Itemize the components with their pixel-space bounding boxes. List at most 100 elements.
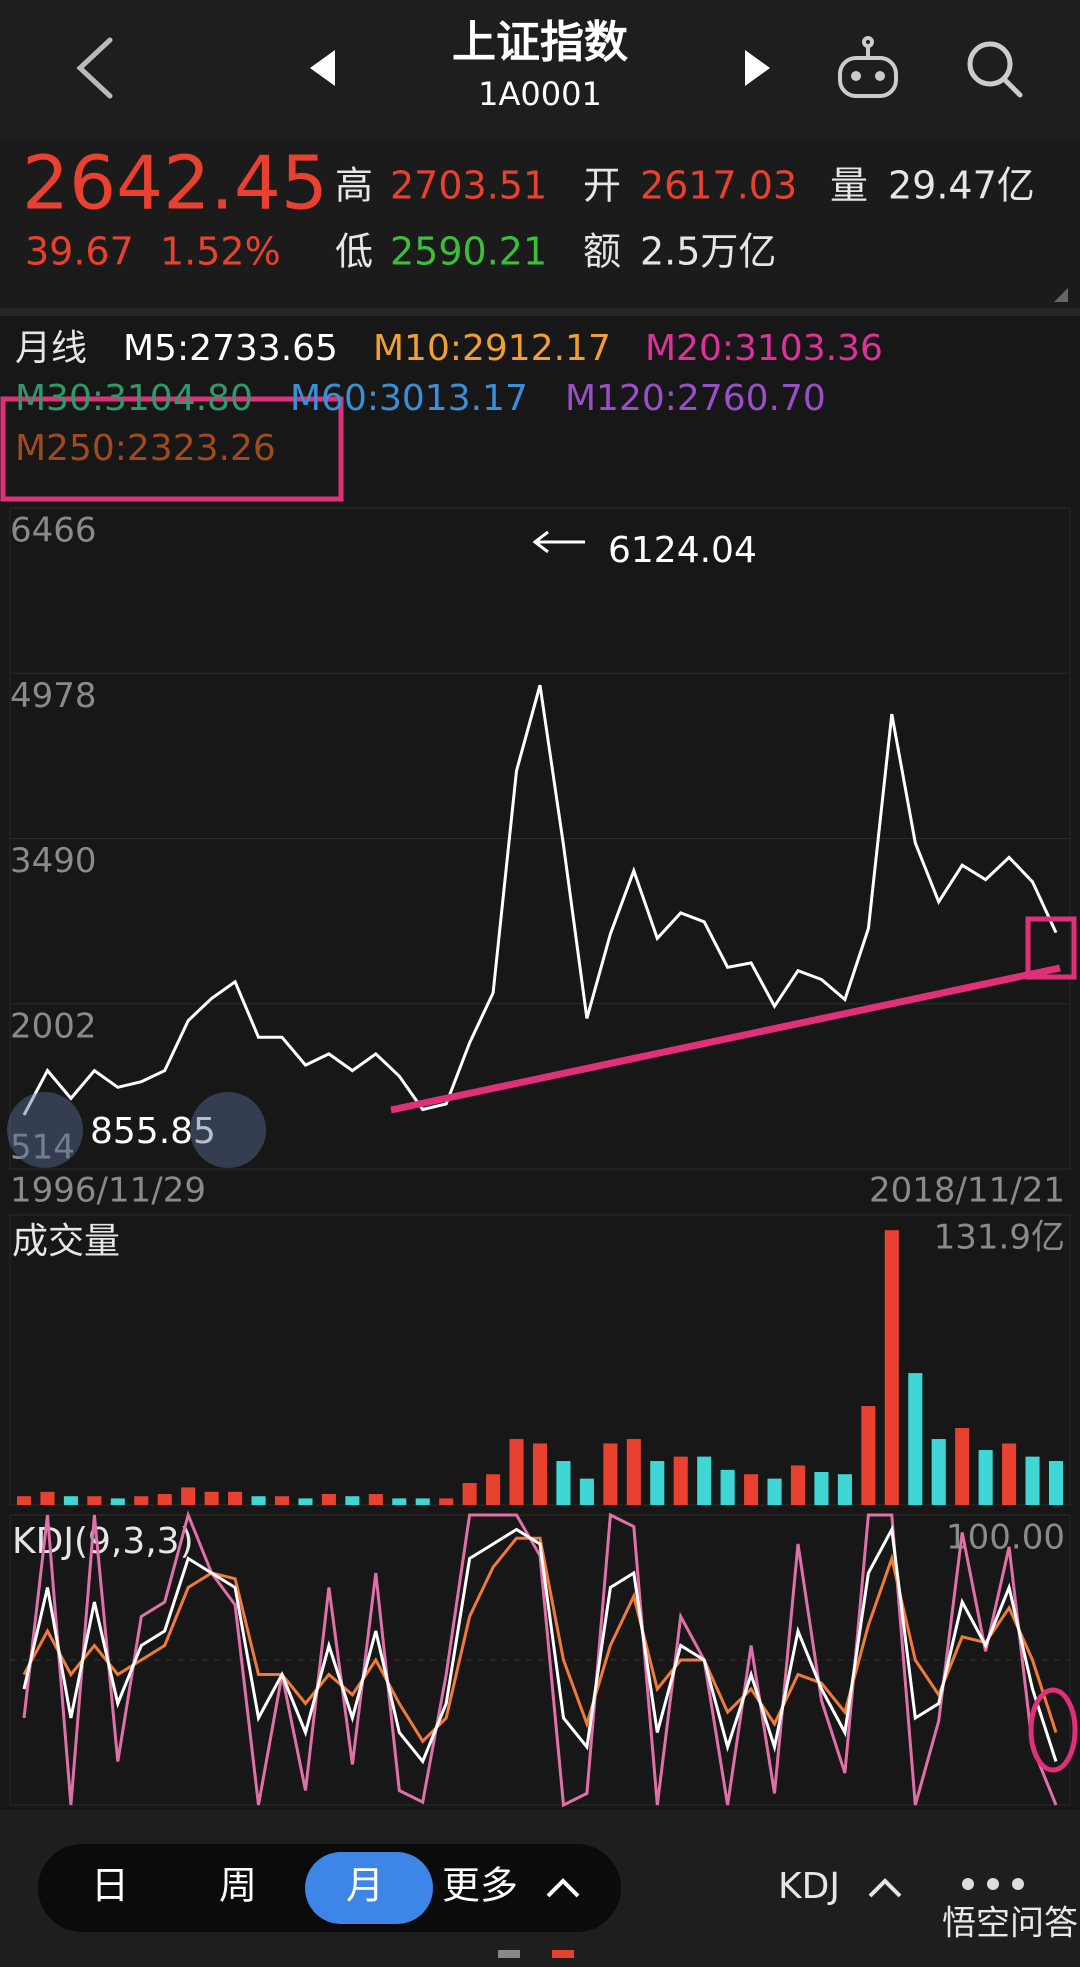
volume-bar <box>697 1456 712 1505</box>
volume-bar <box>626 1439 641 1505</box>
period-tab[interactable]: 周 <box>219 1864 257 1908</box>
ma-value: M250:2323.26 <box>15 428 276 469</box>
y-tick-label: 514 <box>10 1128 75 1168</box>
more-icon[interactable] <box>962 1878 1024 1890</box>
panel-title: KDJ(9,3,3) <box>12 1521 194 1562</box>
indicator-button[interactable]: KDJ <box>778 1866 840 1907</box>
field-label: 额 <box>583 230 621 274</box>
period-tab[interactable]: 日 <box>91 1864 129 1908</box>
period-tab[interactable]: 月 <box>346 1864 384 1908</box>
volume-bar <box>134 1496 149 1505</box>
page-dot-active <box>552 1950 574 1958</box>
volume-bar <box>345 1496 360 1505</box>
change-pct: 1.52% <box>160 230 281 274</box>
zoom-button[interactable] <box>7 1092 83 1168</box>
y-tick-label: 3490 <box>10 841 97 881</box>
period-tab[interactable]: 更多 <box>442 1864 518 1908</box>
period-label: 月线 <box>15 328 87 369</box>
volume-bar <box>861 1406 876 1505</box>
y-tick-label: 4978 <box>10 676 97 716</box>
volume-bar <box>1025 1456 1040 1505</box>
volume-bar <box>744 1474 759 1505</box>
volume-bar <box>486 1474 501 1505</box>
volume-bar <box>392 1498 407 1505</box>
ma-value: M30:3104.80 <box>15 378 253 419</box>
top-bar <box>0 0 1080 140</box>
field-value: 2617.03 <box>640 164 797 208</box>
y-tick-label: 6466 <box>10 511 97 551</box>
back-button[interactable] <box>76 37 113 99</box>
search-icon[interactable] <box>967 41 1023 98</box>
volume-bar <box>157 1494 172 1505</box>
field-label: 开 <box>583 164 621 208</box>
volume-bar <box>579 1478 594 1505</box>
data-line <box>22 1524 1058 1765</box>
data-line <box>22 1510 1058 1808</box>
robot-icon[interactable] <box>838 36 898 98</box>
page-dot <box>498 1950 520 1958</box>
ma-value: M120:2760.70 <box>565 378 826 419</box>
volume-bar <box>462 1483 477 1505</box>
volume-bar <box>87 1496 102 1505</box>
volume-bar <box>720 1469 735 1505</box>
highlight-box <box>1025 916 1077 980</box>
volume-bar <box>931 1439 946 1505</box>
tab-caret <box>546 1878 580 1898</box>
volume-bar <box>298 1498 313 1505</box>
volume-bar <box>790 1465 806 1505</box>
change: 39.67 <box>25 230 134 274</box>
field-label: 量 <box>830 164 868 208</box>
volume-bar <box>368 1494 383 1505</box>
volume-bar <box>532 1443 548 1505</box>
panel-title: 成交量 <box>12 1221 120 1262</box>
volume-bar <box>556 1461 571 1505</box>
title: 上证指数 <box>452 17 628 68</box>
volume-bar <box>63 1496 78 1505</box>
data-line <box>22 1536 1058 1744</box>
volume-bar <box>673 1456 688 1505</box>
volume-bar <box>204 1491 219 1505</box>
next-button[interactable] <box>745 50 770 86</box>
field-value: 2703.51 <box>390 164 547 208</box>
prev-button[interactable] <box>310 50 335 86</box>
field-value: 2590.21 <box>390 230 547 274</box>
volume-bar <box>814 1472 829 1505</box>
y-tick-label: 2002 <box>10 1006 97 1046</box>
volume-bar <box>767 1478 782 1505</box>
separator <box>0 308 1080 316</box>
ma-value: M5:2733.65 <box>123 328 338 369</box>
volume-bar <box>321 1494 336 1505</box>
zoom-button[interactable] <box>190 1092 266 1168</box>
field-value: 2.5万亿 <box>640 230 776 274</box>
volume-bar <box>509 1439 524 1505</box>
volume-bar <box>978 1450 993 1505</box>
highlight-box <box>0 396 344 502</box>
field-value: 29.47亿 <box>888 164 1035 208</box>
volume-bar <box>415 1498 430 1505</box>
code: 1A0001 <box>478 75 602 113</box>
volume-bar <box>251 1496 266 1505</box>
volume-bar <box>439 1498 454 1505</box>
quote-panel <box>0 140 1080 308</box>
volume-bar <box>228 1491 243 1505</box>
watermark: 悟空问答 <box>942 1904 1078 1944</box>
ma-value: M60:3013.17 <box>290 378 528 419</box>
ma-value: M20:3103.36 <box>645 328 883 369</box>
volume-bar <box>40 1491 55 1505</box>
x-tick-label: 2018/11/21 <box>869 1171 1065 1211</box>
data-line <box>22 684 1058 1116</box>
volume-bar <box>603 1443 618 1505</box>
expand-corner[interactable] <box>1054 288 1068 302</box>
volume-bar <box>16 1496 32 1505</box>
field-label: 高 <box>335 164 373 208</box>
price: 2642.45 <box>22 141 328 227</box>
min-label: 855.85 <box>90 1111 216 1152</box>
field-label: 低 <box>335 230 373 274</box>
volume-bar <box>884 1230 899 1505</box>
trend-line <box>390 964 1061 1114</box>
y-tick-label: 131.9亿 <box>934 1218 1065 1258</box>
volume-bar <box>110 1498 125 1505</box>
ma-value: M10:2912.17 <box>373 328 611 369</box>
